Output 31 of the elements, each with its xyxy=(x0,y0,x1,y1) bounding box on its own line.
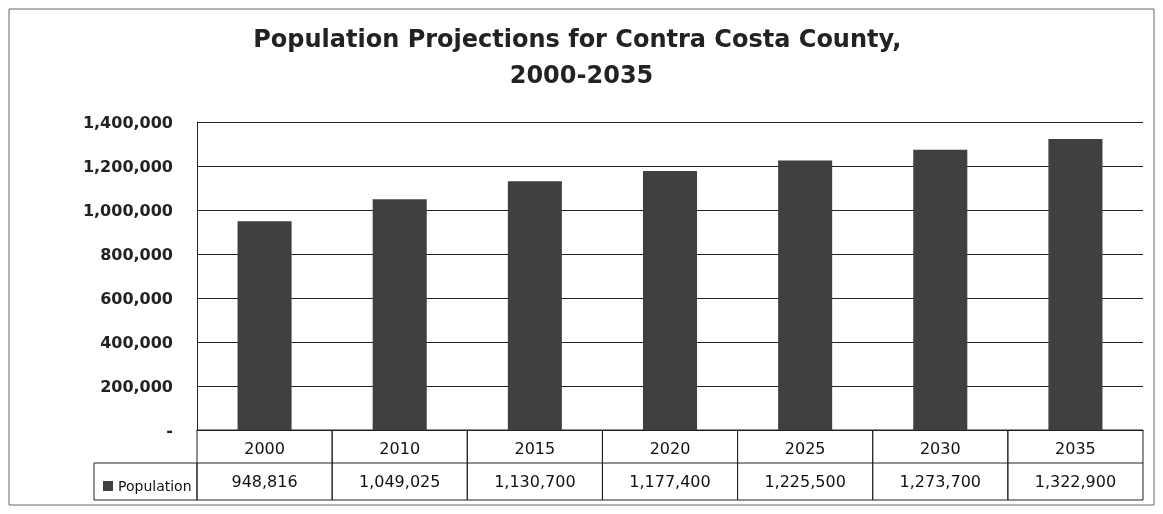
legend-label: Population xyxy=(118,478,192,494)
data-label: 1,273,700 xyxy=(899,472,981,491)
y-tick-label: 800,000 xyxy=(100,244,173,264)
y-tick-label: 1,400,000 xyxy=(82,112,173,132)
x-tick-label: 2030 xyxy=(919,438,961,458)
y-tick-label: - xyxy=(166,420,173,440)
data-label: 1,130,700 xyxy=(494,472,576,491)
y-tick-label: 600,000 xyxy=(100,288,173,308)
x-tick-label: 2010 xyxy=(379,438,421,458)
bar xyxy=(507,181,562,430)
data-label: 948,816 xyxy=(231,472,298,491)
y-tick-label: 1,000,000 xyxy=(82,200,173,220)
x-tick-label: 2035 xyxy=(1055,438,1096,458)
y-tick-label: 200,000 xyxy=(100,376,173,396)
bar xyxy=(372,199,427,430)
x-tick-label: 2025 xyxy=(784,438,826,458)
bar xyxy=(642,170,698,430)
data-label: 1,177,400 xyxy=(629,472,711,491)
bar xyxy=(237,221,292,430)
data-label: 1,225,500 xyxy=(764,472,846,491)
y-tick-label: 1,200,000 xyxy=(82,156,173,176)
bar xyxy=(778,160,833,430)
bar xyxy=(913,149,968,430)
x-tick-label: 2000 xyxy=(244,438,285,458)
bar xyxy=(1048,138,1103,430)
x-tick-label: 2020 xyxy=(649,438,691,458)
y-tick-label: 400,000 xyxy=(100,332,173,352)
chart-title: Population Projections for Contra Costa County, 2000-2035 xyxy=(253,25,910,89)
data-label: 1,049,025 xyxy=(359,472,441,491)
data-label: 1,322,900 xyxy=(1034,472,1117,491)
x-tick-label: 2015 xyxy=(514,438,556,458)
